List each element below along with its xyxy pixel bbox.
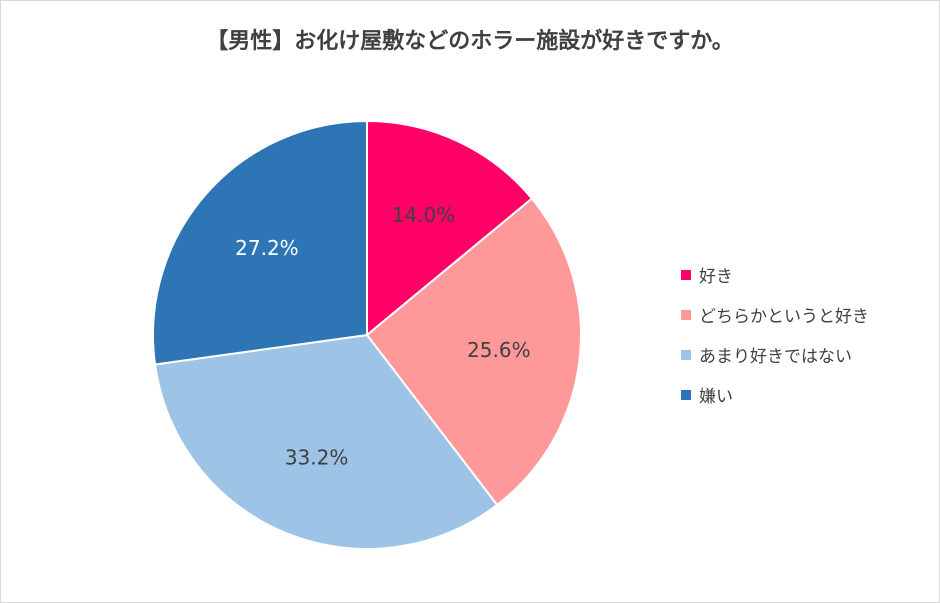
legend-swatch [681,309,691,320]
legend-label: 嫌い [699,387,733,407]
pie-slice-1 [366,119,534,338]
pie-slice-4 [152,119,368,366]
legend-label: どちらかというと好き [699,307,869,327]
legend-swatch [681,389,691,400]
legend-swatch [681,269,691,280]
legend-item-4: 嫌い [681,381,869,408]
pie-slice-3 [153,333,499,550]
legend-item-3: あまり好きではない [681,341,869,368]
legend-label: 好き [699,267,733,287]
data-label-3: 33.2% [285,446,349,470]
legend-label: あまり好きではない [699,347,852,367]
legend-item-1: 好き [681,261,869,288]
legend: 好きどちらかというと好き あまり好きではない 嫌い [681,261,869,421]
data-label-1: 14.0% [392,203,456,227]
data-label-4: 27.2% [235,236,299,260]
chart-title: 【男性】お化け屋敷などのホラー施設が好きですか。 [206,29,734,54]
legend-swatch [681,349,691,360]
pie-slice-2 [365,197,582,507]
legend-item-2: どちらかというと好き [681,301,869,328]
data-label-2: 25.6% [467,338,531,362]
